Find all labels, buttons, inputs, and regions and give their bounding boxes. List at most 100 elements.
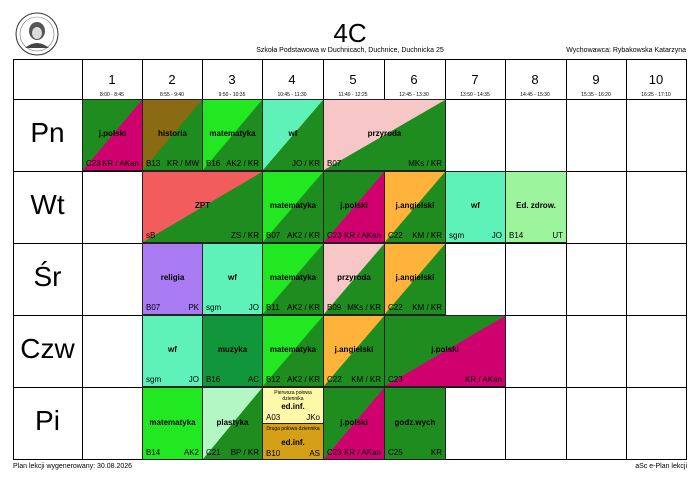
lesson-card[interactable]: j.polski C23 KR / AKan bbox=[323, 171, 385, 243]
lesson-room: B09 bbox=[327, 303, 342, 312]
lesson-teacher: AK2 bbox=[183, 448, 199, 457]
lesson-teacher: AK2 / KR bbox=[287, 375, 320, 384]
lesson-card[interactable]: matematyka B14 AK2 bbox=[142, 387, 203, 460]
lesson-card-half[interactable]: Druga połowa dziennika ed.inf. B10 AS bbox=[262, 423, 324, 460]
lesson-room: sgm bbox=[206, 303, 222, 312]
lesson-subject: matematyka bbox=[269, 273, 317, 282]
lesson-teacher: UT bbox=[552, 231, 563, 240]
period-number: 1 bbox=[108, 72, 116, 87]
lesson-card[interactable]: religia B07 PK bbox=[142, 243, 203, 315]
lesson-background bbox=[385, 244, 445, 314]
lesson-card[interactable]: matematyka B07 AK2 / KR bbox=[262, 171, 324, 243]
period-time: 13:50 - 14:35 bbox=[460, 92, 490, 98]
lesson-subject: ed.inf. bbox=[281, 438, 305, 447]
period-number: 10 bbox=[648, 72, 664, 87]
period-time: 10:45 - 11:30 bbox=[277, 92, 307, 98]
school-name: Szkoła Podstawowa w Duchnicach, Duchnice… bbox=[256, 47, 444, 54]
period-number: 2 bbox=[168, 72, 176, 87]
lesson-room: C25 bbox=[388, 448, 403, 457]
lesson-teacher: ZS / KR bbox=[230, 231, 259, 240]
lesson-background bbox=[143, 244, 202, 314]
lesson-subject: wf bbox=[471, 201, 480, 210]
lesson-teacher: AK2 / KR bbox=[287, 231, 320, 240]
lesson-room: B07 bbox=[146, 303, 161, 312]
lesson-background bbox=[203, 316, 262, 386]
period-time: 12:45 - 13:30 bbox=[399, 92, 429, 98]
lesson-card[interactable]: wf JO / KR bbox=[262, 99, 324, 171]
lesson-card[interactable]: historia B13 KR / MW bbox=[142, 99, 203, 171]
lesson-background bbox=[143, 172, 262, 242]
lesson-card-half[interactable]: Pierwsza połowa dziennika ed.inf. A03 JK… bbox=[262, 387, 324, 424]
lesson-subject: wf bbox=[288, 129, 298, 138]
lesson-room: B14 bbox=[509, 231, 524, 240]
lesson-room: sgm bbox=[146, 375, 162, 384]
lesson-card[interactable]: godz.wych C25 KR bbox=[384, 387, 446, 460]
lesson-background bbox=[143, 100, 202, 170]
period-number: 8 bbox=[531, 72, 539, 87]
lesson-room: B07 bbox=[266, 231, 281, 240]
lesson-card[interactable]: matematyka B11 AK2 / KR bbox=[262, 243, 324, 315]
lesson-card[interactable]: wf sgm JO bbox=[142, 315, 203, 387]
lesson-teacher: KR / AKan bbox=[344, 448, 381, 457]
lesson-teacher: KR bbox=[430, 448, 442, 457]
class-teacher: Wychowawca: Rybakowska Katarzyna bbox=[566, 47, 686, 54]
lesson-card[interactable]: j.polski C23 KR / AKan bbox=[384, 315, 506, 387]
lesson-room: B12 bbox=[266, 375, 281, 384]
lesson-teacher: AK2 / KR bbox=[226, 159, 259, 168]
period-number: 9 bbox=[592, 72, 600, 87]
lesson-background bbox=[263, 100, 323, 170]
lesson-card[interactable]: Ed. zdrow. B14 UT bbox=[505, 171, 567, 243]
period-time: 8:00 - 8:45 bbox=[100, 92, 124, 98]
lesson-card[interactable]: matematyka B16 AK2 / KR bbox=[202, 99, 263, 171]
lesson-background bbox=[324, 316, 384, 386]
lesson-room: B14 bbox=[146, 448, 161, 457]
lesson-subject: matematyka bbox=[269, 201, 317, 210]
lesson-card[interactable]: plastyka C21 BP / KR bbox=[202, 387, 263, 460]
lesson-card[interactable]: j.polski C23 KR / AKan bbox=[323, 387, 385, 460]
lesson-subject: j.polski bbox=[340, 418, 368, 427]
lesson-background bbox=[385, 316, 505, 386]
class-title: 4C bbox=[333, 18, 367, 48]
lesson-background bbox=[506, 172, 566, 242]
generated-date: Plan lekcji wygenerowany: 30.08.2026 bbox=[13, 463, 133, 470]
lesson-card[interactable]: wf sgm JO bbox=[445, 171, 506, 243]
grid-line bbox=[566, 59, 567, 460]
lesson-background bbox=[385, 388, 445, 459]
day-label-pi: Pi bbox=[35, 405, 60, 436]
lesson-card[interactable]: wf sgm JO bbox=[202, 243, 263, 315]
lesson-subject: j.polski bbox=[340, 201, 368, 210]
period-number: 3 bbox=[228, 72, 236, 87]
lesson-card[interactable]: j.angielski C22 KM / KR bbox=[384, 171, 446, 243]
lesson-subject: wf bbox=[228, 273, 237, 282]
lesson-subject: matematyka bbox=[209, 129, 256, 138]
lesson-room: sB bbox=[146, 231, 156, 240]
lesson-card[interactable]: przyroda B09 MKs / KR bbox=[323, 243, 385, 315]
lesson-card[interactable]: przyroda B07 MKs / KR bbox=[323, 99, 446, 171]
lesson-room: C22 bbox=[388, 303, 403, 312]
period-time: 14:45 - 15:30 bbox=[520, 92, 550, 98]
lesson-teacher: PK bbox=[188, 303, 199, 312]
lesson-background bbox=[203, 388, 262, 459]
lesson-teacher: AK2 / KR bbox=[287, 303, 320, 312]
lesson-teacher: BP / KR bbox=[230, 448, 259, 457]
lesson-card[interactable]: matematyka B12 AK2 / KR bbox=[262, 315, 324, 387]
lesson-subject: j.polski bbox=[431, 345, 459, 354]
lesson-background bbox=[324, 100, 445, 170]
period-time: 11:40 - 12:25 bbox=[338, 92, 368, 98]
lesson-room: C23 bbox=[388, 375, 403, 384]
lesson-room: B11 bbox=[266, 303, 280, 312]
day-label-pn: Pn bbox=[30, 117, 65, 148]
lesson-card[interactable]: j.angielski C22 KM / KR bbox=[323, 315, 385, 387]
lesson-background bbox=[446, 172, 505, 242]
grid-line bbox=[626, 59, 627, 460]
lesson-card[interactable]: muzyka B16 AC bbox=[202, 315, 263, 387]
lesson-card[interactable]: ZPT sB ZS / KR bbox=[142, 171, 263, 243]
lesson-teacher: JO bbox=[491, 231, 502, 240]
lesson-background bbox=[263, 388, 323, 423]
lesson-card[interactable]: j.angielski C22 KM / KR bbox=[384, 243, 446, 315]
lesson-background bbox=[324, 388, 384, 459]
lesson-room: sgm bbox=[449, 231, 465, 240]
lesson-card[interactable]: j.polski C23 KR / AKan bbox=[82, 99, 143, 171]
lesson-teacher: KM / KR bbox=[412, 303, 442, 312]
lesson-background bbox=[324, 172, 384, 242]
